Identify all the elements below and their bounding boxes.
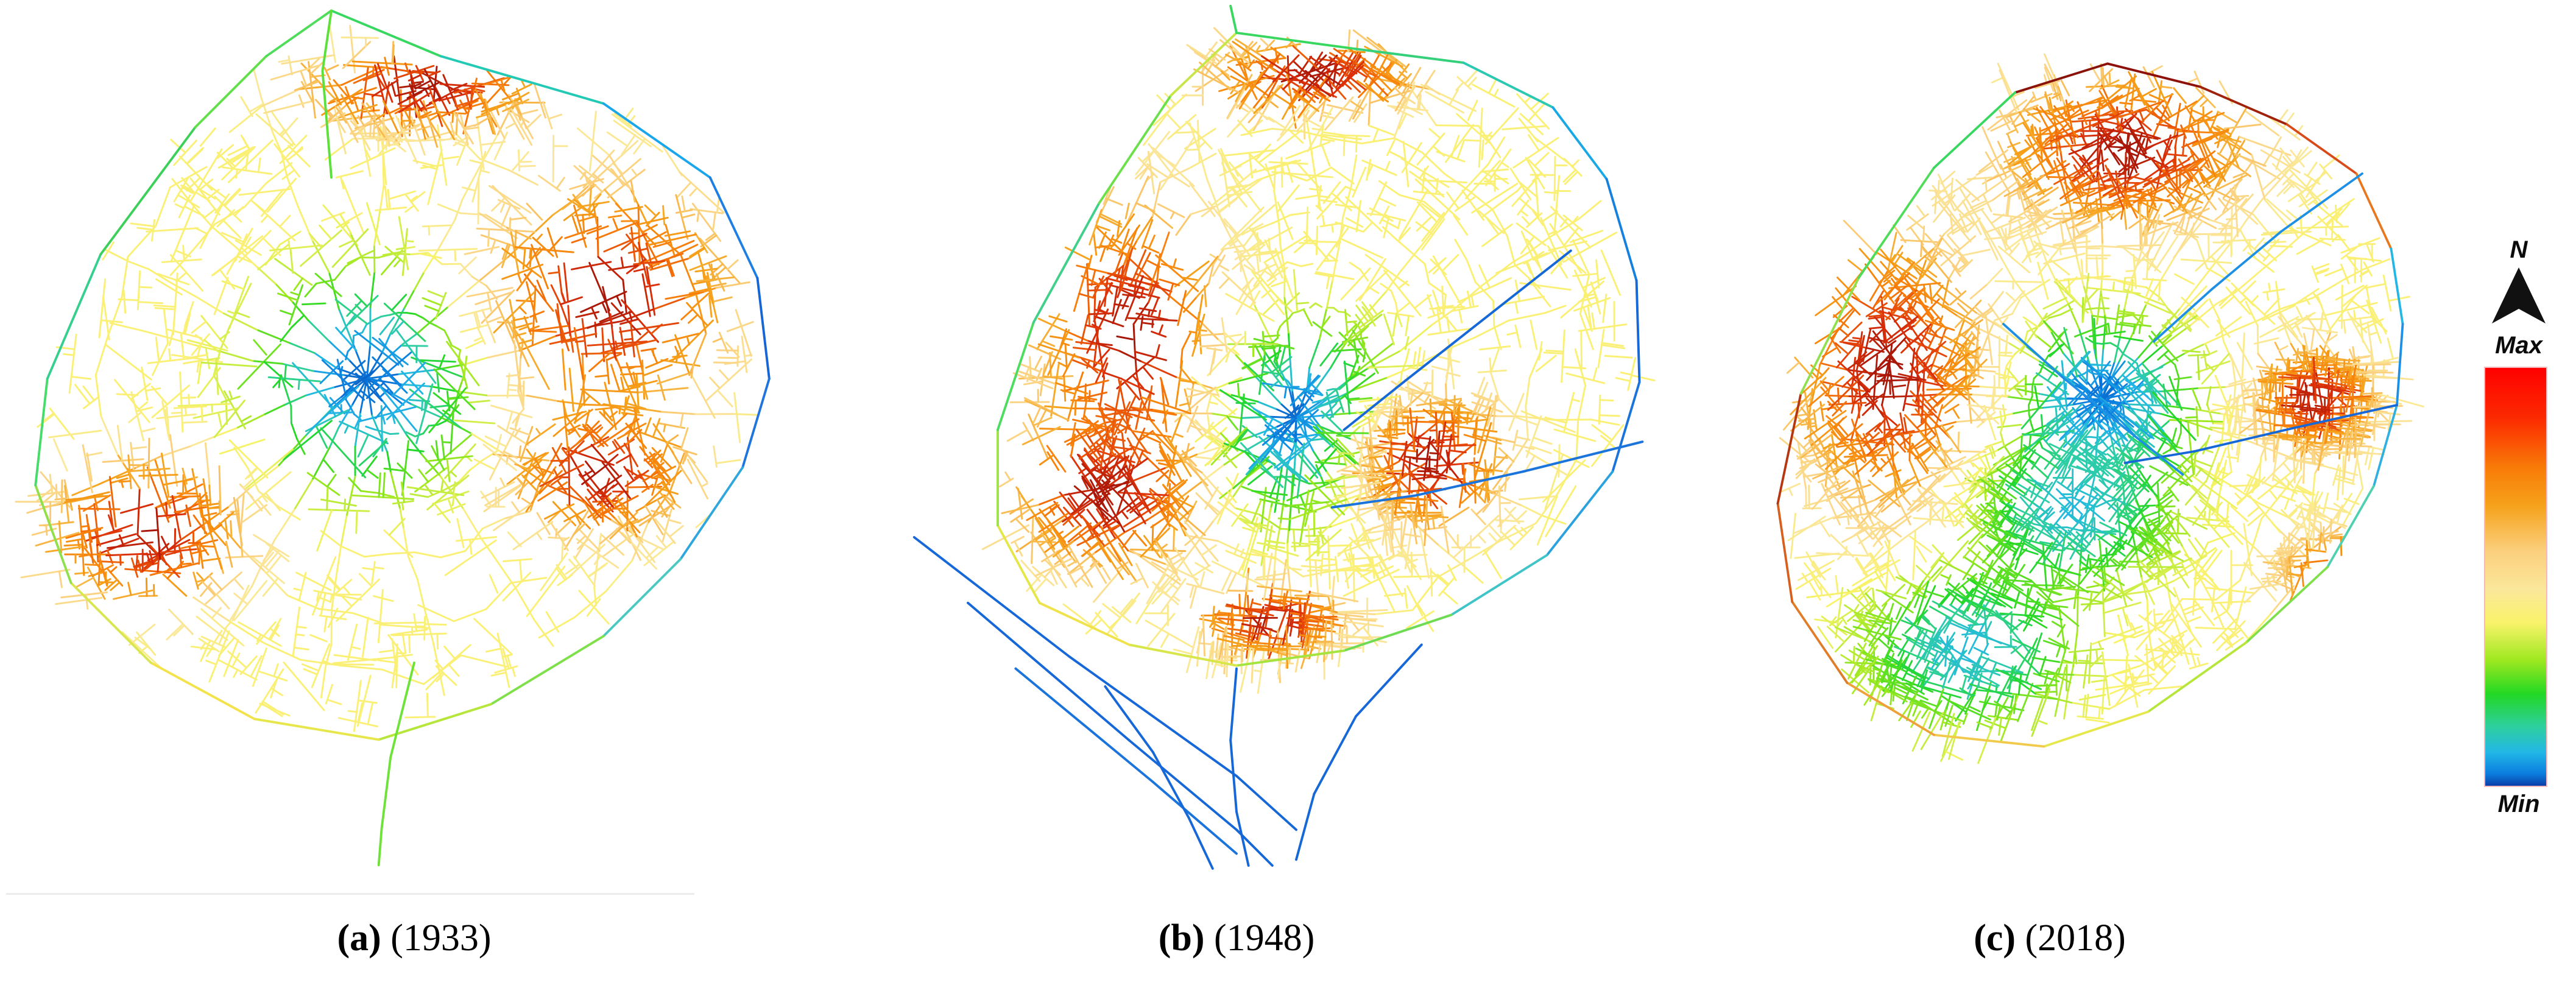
north-label: N	[2510, 236, 2528, 263]
caption-c-year: (2018)	[2016, 917, 2126, 959]
network-svg-b	[912, 4, 1656, 870]
caption-a: (a) (1933)	[0, 906, 828, 970]
north-arrow-icon	[2473, 265, 2564, 326]
caption-row: (a) (1933) (b) (1948) (c) (2018)	[0, 906, 2576, 973]
colorbar	[2484, 367, 2547, 787]
caption-a-year: (1933)	[381, 917, 492, 959]
caption-c-label: (c)	[1974, 917, 2016, 959]
map-legend: N Max Min	[2473, 238, 2564, 853]
caption-c: (c) (2018)	[1645, 906, 2455, 970]
caption-b-year: (1948)	[1204, 917, 1315, 959]
colorbar-min-label: Min	[2497, 791, 2540, 817]
map-panel-1933	[0, 0, 828, 895]
caption-b: (b) (1948)	[810, 906, 1663, 970]
caption-a-label: (a)	[337, 917, 381, 959]
map-panel-2018	[1645, 0, 2455, 895]
caption-b-label: (b)	[1158, 917, 1205, 959]
colorbar-max-label: Max	[2495, 332, 2542, 359]
network-svg-a	[15, 9, 771, 867]
horizontal-rule	[6, 893, 694, 895]
map-panel-1948	[810, 0, 1663, 895]
network-svg-c	[1776, 53, 2424, 764]
